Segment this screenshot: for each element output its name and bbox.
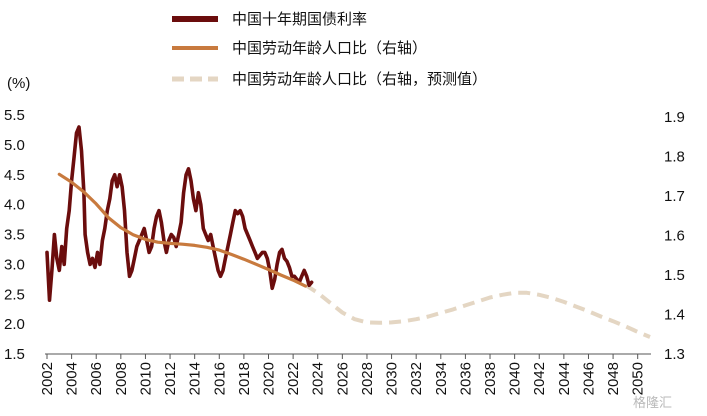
x-tick-label: 2040 (507, 362, 524, 395)
left-y-tick-label: 3.5 (4, 227, 25, 244)
left-y-tick-label: 2.5 (4, 286, 25, 303)
legend-label-bond-yield: 中国十年期国债利率 (232, 10, 367, 28)
x-tick-label: 2016 (211, 362, 228, 395)
series-layer (45, 125, 651, 339)
x-tick-label: 2010 (137, 362, 154, 395)
series-line-labor-ratio (57, 172, 307, 288)
x-tick-label: 2026 (334, 362, 351, 395)
left-y-tick-label: 4.0 (4, 197, 25, 214)
x-tick-label: 2042 (531, 362, 548, 395)
series-line-bond-yield (45, 125, 314, 303)
x-tick-label: 2020 (261, 362, 278, 395)
legend-item-bond-yield[interactable]: 中国十年期国债利率 (172, 10, 367, 28)
right-axis-ticks: 1.3 1.4 1.5 1.6 1.7 1.8 1.9 (664, 109, 685, 363)
right-y-tick-label: 1.3 (664, 346, 685, 363)
x-tick-label: 2028 (359, 362, 376, 395)
x-tick-label: 2004 (64, 362, 81, 395)
x-tick-label: 2012 (162, 362, 179, 395)
x-tick-label: 2006 (88, 362, 105, 395)
x-tick-label: 2024 (310, 362, 327, 395)
x-tick-label: 2034 (433, 362, 450, 395)
x-tick-label: 2022 (285, 362, 302, 395)
x-tick-label: 2014 (187, 362, 204, 395)
left-y-tick-label: 2.0 (4, 316, 25, 333)
x-tick-label: 2036 (457, 362, 474, 395)
x-tick-label: 2032 (408, 362, 425, 395)
x-axis-ticks: 2002 2004 2006 2008 2010 2012 2014 2016 2018 2020… (39, 354, 647, 395)
legend-item-labor-ratio[interactable]: 中国劳动年龄人口比（右轴） (172, 39, 427, 57)
left-y-tick-label: 5.5 (4, 107, 25, 124)
x-tick-label: 2046 (580, 362, 597, 395)
legend: 中国十年期国债利率 中国劳动年龄人口比（右轴） 中国劳动年龄人口比（右轴，预测值… (172, 10, 487, 88)
left-y-tick-label: 4.5 (4, 167, 25, 184)
right-y-tick-label: 1.9 (664, 109, 685, 126)
legend-label-labor-ratio-forecast: 中国劳动年龄人口比（右轴，预测值） (232, 70, 487, 88)
x-tick-label: 2002 (39, 362, 56, 395)
left-axis-ticks: 1.5 2.0 2.5 3.0 3.5 4.0 4.5 5.0 5.5 (4, 107, 25, 363)
x-tick-label: 2030 (384, 362, 401, 395)
legend-item-labor-ratio-forecast[interactable]: 中国劳动年龄人口比（右轴，预测值） (172, 70, 487, 88)
x-tick-label: 2050 (630, 362, 647, 395)
x-tick-label: 2048 (605, 362, 622, 395)
x-tick-label: 2038 (482, 362, 499, 395)
legend-label-labor-ratio: 中国劳动年龄人口比（右轴） (232, 39, 427, 57)
watermark-text: 格隆汇 (633, 395, 672, 411)
left-y-tick-label: 5.0 (4, 137, 25, 154)
left-y-tick-label: 1.5 (4, 346, 25, 363)
left-y-tick-label: 3.0 (4, 256, 25, 273)
x-tick-label: 2018 (236, 362, 253, 395)
left-axis-unit-label: (%) (7, 75, 30, 92)
x-tick-label: 2044 (556, 362, 573, 395)
right-y-tick-label: 1.8 (664, 149, 685, 166)
right-y-tick-label: 1.4 (664, 307, 685, 324)
right-y-tick-label: 1.7 (664, 188, 685, 205)
right-y-tick-label: 1.6 (664, 228, 685, 245)
series-line-labor-ratio-forecast (304, 283, 651, 339)
right-y-tick-label: 1.5 (664, 267, 685, 284)
x-tick-label: 2008 (113, 362, 130, 395)
